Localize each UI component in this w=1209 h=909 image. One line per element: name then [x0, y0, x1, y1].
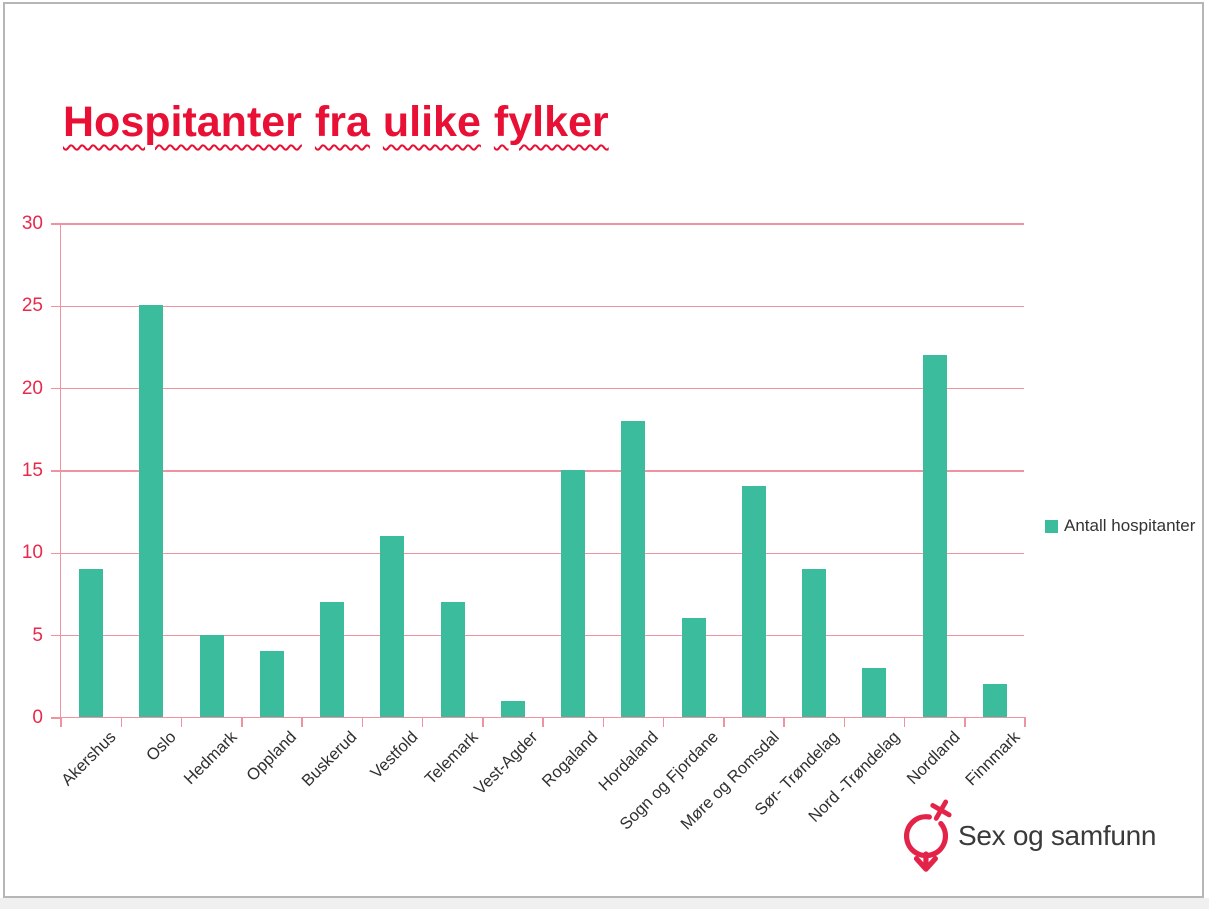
gridline [61, 634, 1024, 637]
y-axis-tick-label: 20 [21, 377, 43, 399]
gridline [61, 470, 1024, 472]
category-label: Vest-Agder [471, 728, 542, 799]
legend-label: Antall hospitanter [1064, 516, 1196, 535]
category-label: Hedmark [180, 728, 241, 789]
gridline [61, 223, 1024, 225]
x-axis-tick [60, 717, 62, 727]
brand-logo-text: Sex og samfunn [958, 820, 1157, 851]
page-background-strip [0, 898, 1209, 909]
y-axis-tick [51, 387, 61, 390]
category-label: Oslo [143, 728, 180, 765]
y-axis-tick [51, 305, 61, 308]
gridline [61, 305, 1024, 308]
bar [802, 568, 827, 717]
x-axis-tick [1024, 717, 1026, 727]
x-axis-tick [723, 717, 725, 727]
bar [500, 700, 525, 717]
y-axis-tick [51, 634, 61, 637]
category-label: Rogaland [539, 728, 602, 791]
x-axis-tick [843, 717, 845, 727]
bar [79, 568, 104, 717]
title-word: Hospitanter [63, 98, 302, 146]
y-axis-tick [51, 717, 61, 719]
brand-logo: Sex og samfunn [899, 792, 1156, 876]
chart-legend: Antall hospitanter [1045, 516, 1195, 536]
bar [259, 651, 284, 717]
x-axis-tick [241, 717, 243, 727]
title-word: fylker [493, 98, 609, 146]
y-axis-tick-label: 25 [21, 295, 43, 317]
bar [621, 420, 646, 717]
bar [982, 684, 1007, 717]
x-axis-tick [542, 717, 544, 727]
category-label: Vestfold [366, 728, 421, 783]
bar [139, 305, 164, 717]
y-axis-tick-label: 10 [21, 542, 43, 564]
bar [380, 535, 405, 717]
y-axis-tick-label: 15 [21, 460, 43, 481]
category-label: Nordland [903, 728, 964, 789]
x-axis-tick [903, 717, 906, 727]
x-axis-tick [602, 717, 604, 727]
y-axis-tick [51, 470, 61, 472]
bar [440, 601, 465, 717]
x-axis-tick [662, 717, 665, 727]
y-axis-tick-label: 5 [32, 624, 43, 646]
category-label: Oppland [243, 728, 301, 785]
legend-swatch [1045, 519, 1058, 533]
bar [561, 470, 586, 717]
x-axis-tick [482, 717, 484, 727]
gridline [61, 387, 1024, 390]
y-axis-tick-label: 30 [21, 213, 43, 234]
gender-symbol-icon [904, 799, 952, 872]
x-axis-tick [783, 717, 785, 727]
slide-canvas: Hospitanter fra ulike fylker 0 5 10 15 20 25 30 Ak… [3, 2, 1204, 898]
category-label: Telemark [421, 728, 482, 789]
x-axis-tick [421, 717, 424, 727]
x-axis-tick [301, 717, 303, 727]
bar [320, 601, 345, 717]
page-title: Hospitanter fra ulike fylker [63, 98, 622, 147]
x-axis-tick [361, 717, 363, 727]
plot-area: 0 5 10 15 20 25 30 Akershus Oslo Hedmark Oppland Bu… [22, 214, 1026, 833]
x-axis-tick [964, 717, 966, 727]
x-axis-tick [180, 717, 183, 727]
category-label: Finnmark [962, 728, 1024, 790]
x-axis-tick [120, 717, 122, 727]
bar [199, 634, 224, 717]
y-axis-tick [51, 552, 61, 555]
y-axis-tick-label: 0 [32, 707, 43, 728]
y-axis-tick [51, 223, 61, 225]
category-label: Akershus [58, 728, 120, 790]
title-word: ulike [382, 98, 481, 146]
category-label: Buskerud [298, 728, 361, 791]
bar [862, 667, 887, 717]
bar [741, 486, 766, 717]
bar [681, 618, 706, 717]
bar [922, 354, 947, 717]
title-word: fra [314, 98, 370, 146]
gridline [61, 552, 1024, 555]
